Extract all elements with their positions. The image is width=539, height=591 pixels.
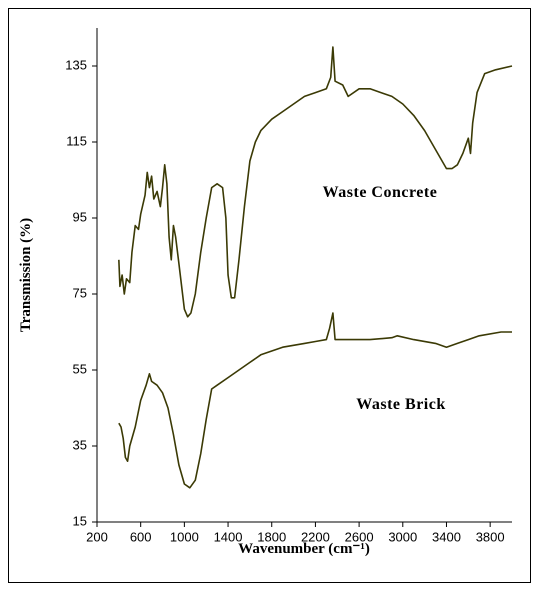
y-tick-label: 115	[66, 133, 87, 148]
x-tick-label: 1400	[214, 529, 243, 544]
x-tick-label: 200	[86, 529, 108, 544]
y-tick-label: 55	[73, 361, 87, 376]
x-tick-label: 3800	[476, 529, 505, 544]
x-tick-label: 1800	[257, 529, 286, 544]
y-tick-label: 15	[73, 513, 87, 528]
y-tick-label: 95	[73, 209, 87, 224]
x-tick-label: 3000	[388, 529, 417, 544]
x-tick-label: 3400	[432, 529, 461, 544]
series-label: Waste Brick	[356, 396, 446, 413]
x-tick-label: 600	[130, 529, 152, 544]
y-axis-title: Transmission (%)	[18, 218, 34, 332]
x-axis-title: Wavenumber (cm⁻¹)	[238, 541, 370, 557]
y-tick-label: 135	[65, 57, 87, 72]
x-tick-label: 2200	[301, 529, 330, 544]
y-tick-label: 35	[73, 437, 87, 452]
spectrum-line	[118, 46, 513, 318]
x-tick-label: 2600	[345, 529, 374, 544]
series-label: Waste Concrete	[323, 184, 438, 201]
x-tick-label: 1000	[170, 529, 199, 544]
y-tick-label: 75	[73, 285, 87, 300]
spectrum-line	[118, 312, 512, 489]
figure-frame	[8, 8, 531, 583]
